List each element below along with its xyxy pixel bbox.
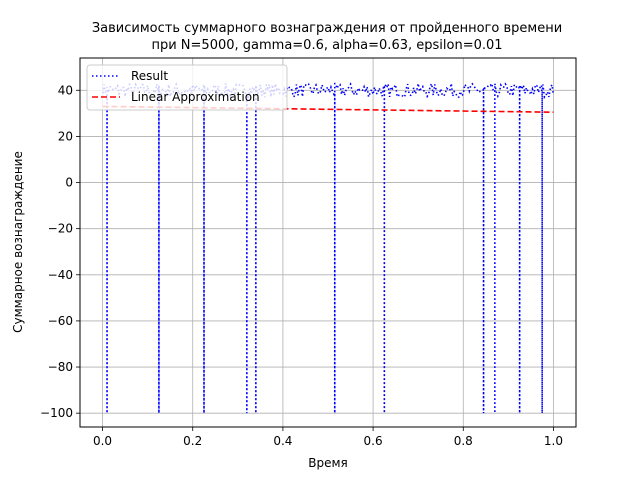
x-tick-label: 1.0 (544, 434, 563, 448)
series-result-line (101, 81, 555, 414)
x-tick-label: 0.0 (93, 434, 112, 448)
y-tick-label: 0 (65, 176, 73, 190)
x-tick-label: 0.8 (454, 434, 473, 448)
y-tick-label: −40 (48, 268, 73, 282)
chart-title-line-1: Зависимость суммарного вознаграждения от… (92, 21, 562, 36)
y-tick-label: −80 (48, 360, 73, 374)
y-tick-label: −20 (48, 222, 73, 236)
y-axis-label: Суммарное вознаграждение (11, 151, 25, 333)
legend-result-label: Result (131, 69, 168, 83)
y-tick-label: −60 (48, 314, 73, 328)
legend: Result Linear Approximation (86, 64, 288, 111)
legend-box (86, 64, 288, 111)
y-tick-label: 40 (58, 83, 73, 97)
series-layer (101, 81, 555, 414)
y-tick-label: −100 (40, 406, 73, 420)
plot-frame (79, 57, 577, 428)
x-axis-label: Время (308, 456, 348, 470)
axis-ticks: 0.0 0.2 0.4 0.6 0.8 1.0 −100 −80 −60 −40 −20 0 20 40 (40, 83, 563, 448)
chart-title-line-2: при N=5000, gamma=0.6, alpha=0.63, epsil… (151, 38, 502, 53)
x-tick-label: 0.2 (183, 434, 202, 448)
legend-linear-label: Linear Approximation (131, 90, 260, 104)
x-tick-label: 0.4 (273, 434, 292, 448)
grid-lines (80, 58, 576, 427)
y-tick-label: 20 (58, 129, 73, 143)
x-tick-label: 0.6 (364, 434, 383, 448)
